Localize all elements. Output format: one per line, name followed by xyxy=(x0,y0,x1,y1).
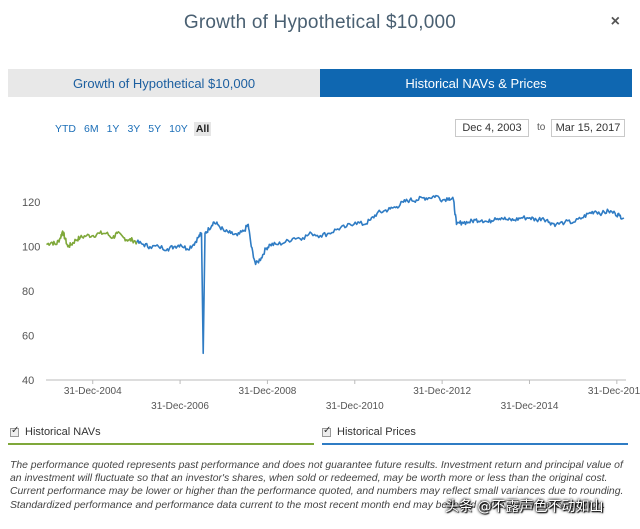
checkbox-icon[interactable] xyxy=(322,425,331,437)
y-tick-label: 40 xyxy=(22,375,34,387)
disclaimer-text: The performance quoted represents past p… xyxy=(10,460,624,511)
y-tick-label: 100 xyxy=(22,242,40,254)
x-tick-label: 31-Dec-2008 xyxy=(239,386,297,397)
series-line-historical-navs xyxy=(46,230,138,248)
tab-historical-navs-prices[interactable]: Historical NAVs & Prices xyxy=(320,69,632,97)
date-from-input[interactable]: Dec 4, 2003 xyxy=(455,119,529,137)
range-ytd-button[interactable]: YTD xyxy=(55,123,76,135)
y-tick-label: 80 xyxy=(22,286,34,298)
nav-price-chart: 40 60 80 100 120 31-Dec-2004 31-Dec-2006 31-Dec… xyxy=(22,194,640,412)
x-tick-label: 31-Dec-2016 xyxy=(588,386,640,397)
y-tick-label: 120 xyxy=(22,197,40,209)
tab-bar: Growth of Hypothetical $10,000 Historica… xyxy=(8,69,632,97)
close-icon[interactable]: × xyxy=(610,13,620,30)
x-tick-label: 31-Dec-2006 xyxy=(151,401,209,412)
legend-prices[interactable]: Historical Prices xyxy=(322,420,416,444)
range-all-button[interactable]: All xyxy=(193,122,212,136)
x-tick-label: 31-Dec-2014 xyxy=(501,401,559,412)
tab-growth-hypothetical[interactable]: Growth of Hypothetical $10,000 xyxy=(8,69,320,97)
x-tick-label: 31-Dec-2010 xyxy=(326,401,384,412)
range-selector: YTD 6M 1Y 3Y 5Y 10Y All xyxy=(53,122,215,136)
watermark: 头条 @不露声色不动如山 xyxy=(445,499,604,515)
range-3y-button[interactable]: 3Y xyxy=(127,123,141,135)
x-tick-label: 31-Dec-2012 xyxy=(413,386,471,397)
range-10y-button[interactable]: 10Y xyxy=(169,123,188,135)
date-to-input[interactable]: Mar 15, 2017 xyxy=(551,119,625,137)
legend-navs[interactable]: Historical NAVs xyxy=(10,420,101,444)
date-separator: to xyxy=(537,122,546,133)
y-tick-label: 60 xyxy=(22,331,34,343)
x-tick-label: 31-Dec-2004 xyxy=(64,386,122,397)
range-1y-button[interactable]: 1Y xyxy=(106,123,120,135)
series-line-historical-prices xyxy=(136,194,625,355)
legend-prices-underline xyxy=(322,443,628,445)
checkbox-icon[interactable] xyxy=(10,425,19,437)
legend-prices-label: Historical Prices xyxy=(337,426,416,438)
range-5y-button[interactable]: 5Y xyxy=(148,123,162,135)
range-6m-button[interactable]: 6M xyxy=(84,123,99,135)
modal-title: Growth of Hypothetical $10,000 xyxy=(183,12,457,33)
legend-navs-underline xyxy=(8,443,314,445)
legend-navs-label: Historical NAVs xyxy=(25,426,101,438)
